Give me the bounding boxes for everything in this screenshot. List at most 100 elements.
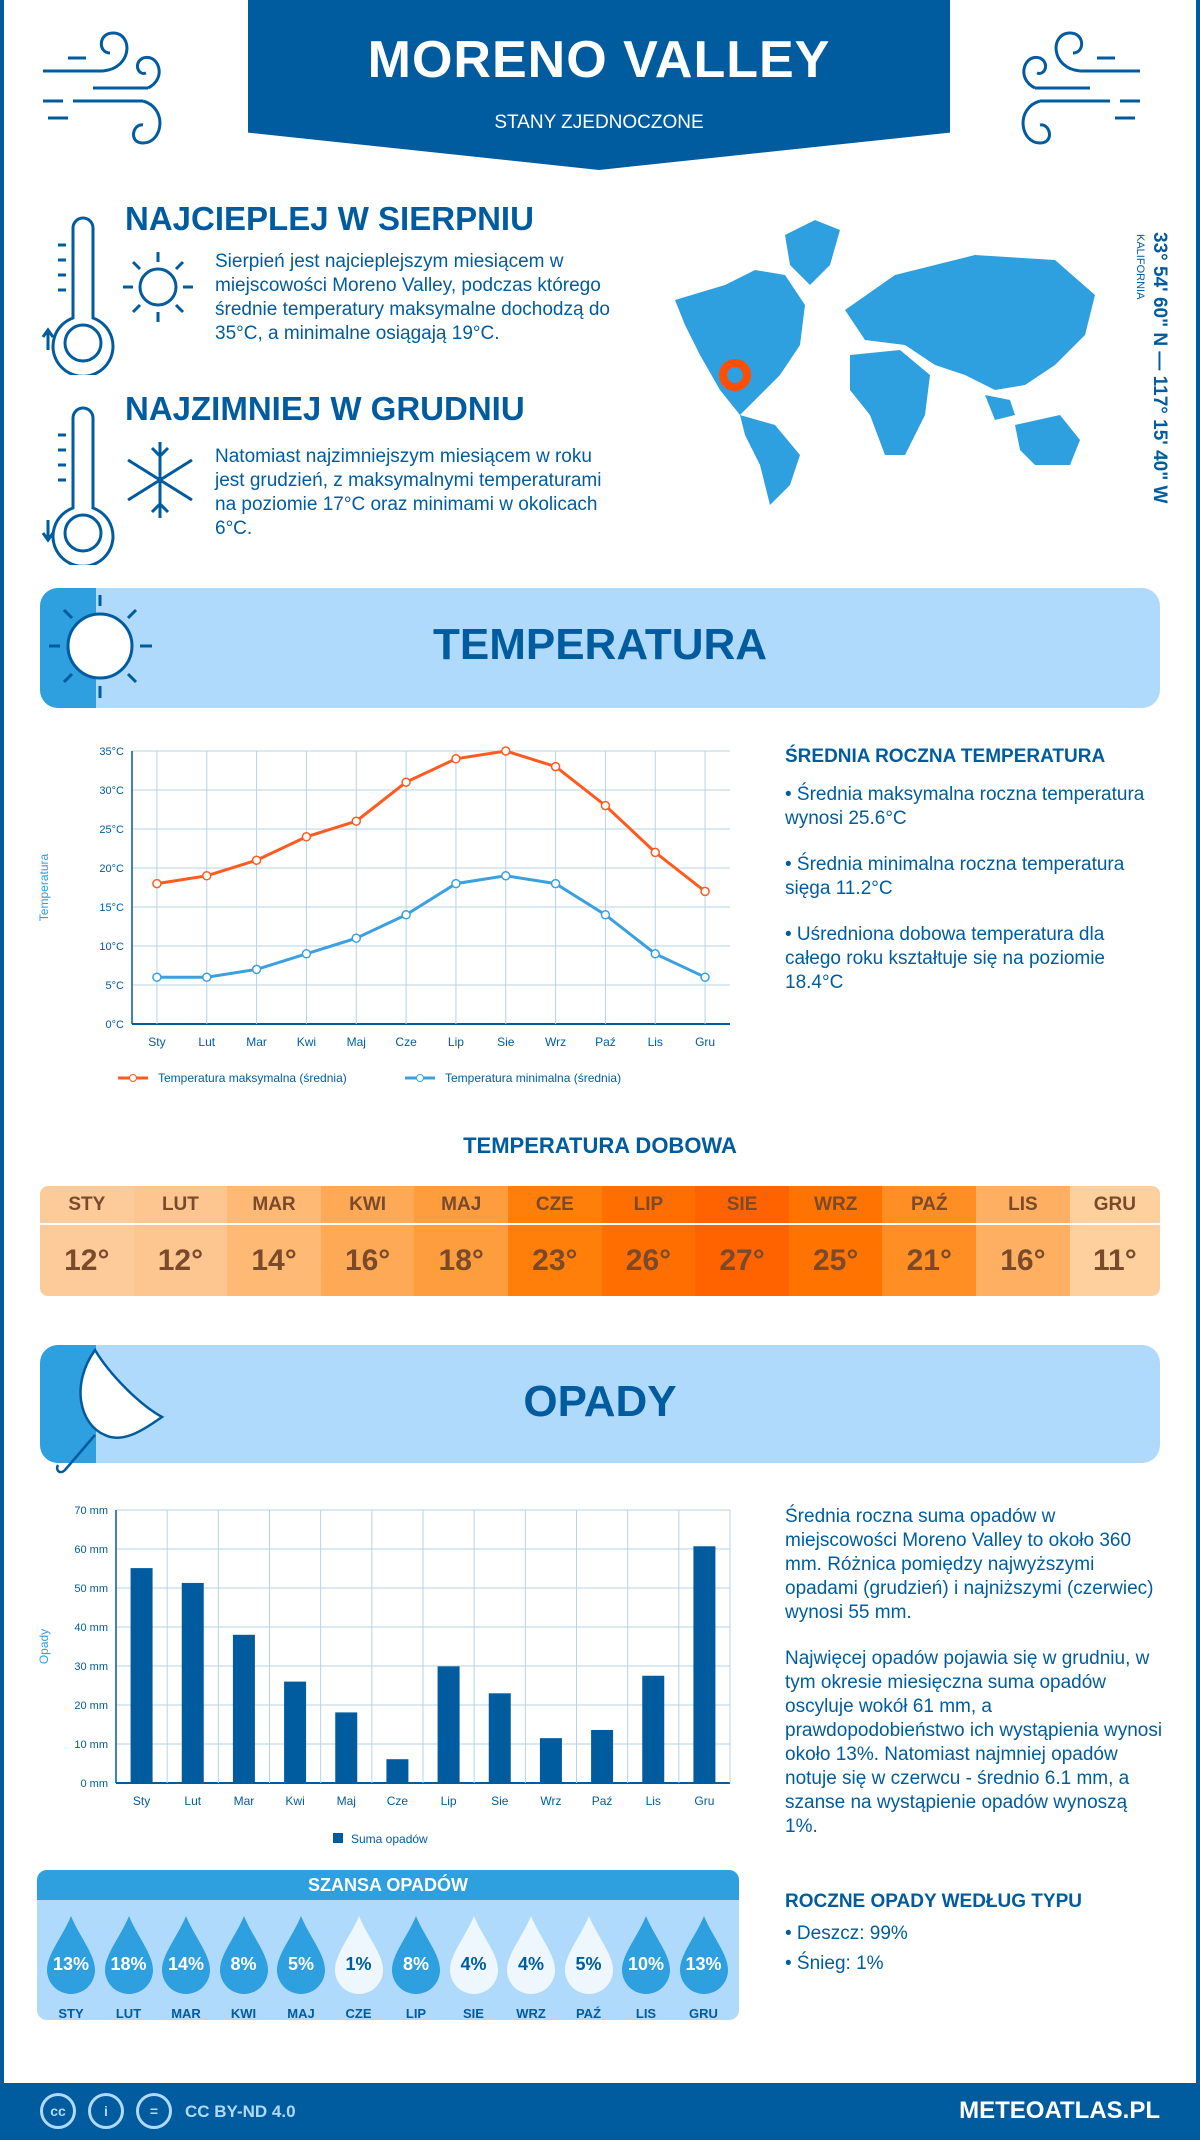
precip-chance-month: LUT xyxy=(115,2006,142,2020)
temperature-section-title: TEMPERATURA xyxy=(432,620,768,669)
precip-chance-month: KWI xyxy=(230,2006,257,2020)
raindrop-icon xyxy=(392,1916,440,1994)
x-tick-label: Sie xyxy=(497,1035,515,1049)
precip-chance-item: 13% STY xyxy=(45,1914,97,2020)
precip-type-title: ROCZNE OPADY WEDŁUG TYPU xyxy=(785,1891,1082,1912)
legend-label: Temperatura maksymalna (średnia) xyxy=(158,1071,347,1085)
warmest-title: NAJCIEPLEJ W SIERPNIU xyxy=(125,200,534,237)
precip-chance-value: 18% xyxy=(110,1954,147,1974)
data-point xyxy=(451,878,461,889)
precip-type-rain: • Deszcz: 99% xyxy=(785,1923,908,1944)
daily-temperature-title: TEMPERATURA DOBOWA xyxy=(463,1133,737,1158)
daily-temp-value: 27° xyxy=(695,1224,789,1296)
x-tick-label: Sty xyxy=(148,1035,165,1049)
legend-marker xyxy=(129,1074,137,1082)
precip-chance-month: GRU xyxy=(689,2006,718,2020)
data-point xyxy=(550,761,561,772)
daily-temp-value: 14° xyxy=(227,1224,321,1296)
raindrop-icon xyxy=(104,1916,153,1994)
precipitation-chart: 0 mm 10 mm 20 mm 30 mm 40 mm 50 mm 60 mm 70 mm S… xyxy=(37,1505,731,1846)
daily-temp-value: 25° xyxy=(788,1224,883,1296)
x-tick-label: Lis xyxy=(648,1035,663,1049)
city-title: MORENO VALLEY xyxy=(367,31,831,89)
raindrop-icon xyxy=(334,1916,383,1994)
precip-chance-month: LIP xyxy=(405,2006,427,2020)
precip-bar xyxy=(591,1729,614,1783)
x-tick-label: Cze xyxy=(395,1035,417,1049)
wind-icon xyxy=(1021,31,1140,145)
daily-temp-value: 16° xyxy=(320,1224,415,1296)
site-link[interactable]: METEOATLAS.PL xyxy=(959,2097,1160,2124)
temperature-section-header: TEMPERATURA xyxy=(40,588,1160,708)
y-tick-label: 5°C xyxy=(106,980,125,992)
x-tick-label: Mar xyxy=(234,1794,255,1808)
precip-bar xyxy=(181,1582,204,1783)
x-tick-label: Gru xyxy=(694,1794,714,1808)
raindrop-icon xyxy=(622,1916,670,1994)
daily-month: LIS xyxy=(976,1186,1070,1225)
precip-bar xyxy=(693,1546,716,1783)
data-point xyxy=(301,949,312,959)
daily-month: MAJ xyxy=(414,1186,509,1225)
raindrop-icon xyxy=(449,1916,498,1994)
data-point xyxy=(650,949,660,959)
precip-chance-month: MAJ xyxy=(287,2006,315,2020)
data-point xyxy=(501,871,511,881)
precip-bar xyxy=(539,1738,562,1783)
sun-icon xyxy=(123,252,193,322)
precip-chance-item: 1% CZE xyxy=(333,1914,385,2020)
y-tick-label: 20 mm xyxy=(74,1700,108,1712)
precip-bar xyxy=(437,1666,460,1783)
x-tick-label: Lut xyxy=(184,1794,201,1808)
by-icon: i xyxy=(88,2093,124,2129)
series-line xyxy=(156,749,707,893)
x-tick-label: Maj xyxy=(347,1035,366,1049)
legend-swatch xyxy=(333,1833,343,1843)
y-axis-label: Temperatura xyxy=(37,853,51,921)
precip-chance-month: CZE xyxy=(345,2006,372,2020)
x-tick-label: Wrz xyxy=(540,1794,561,1808)
coldest-title: NAJZIMNIEJ W GRUDNIU xyxy=(125,390,525,427)
y-tick-label: 50 mm xyxy=(74,1583,108,1595)
data-point xyxy=(501,746,511,756)
warmest-text: Sierpień jest najcieplejszym miesiącem w… xyxy=(215,251,610,344)
precip-chance-month: STY xyxy=(58,2006,84,2020)
precip-chance-item: 4% WRZ xyxy=(505,1914,557,2020)
y-tick-label: 30 mm xyxy=(74,1661,108,1673)
x-tick-label: Paź xyxy=(595,1035,616,1049)
raindrop-icon xyxy=(162,1916,210,1994)
raindrop-icon xyxy=(219,1916,268,1994)
raindrop-icon xyxy=(47,1916,95,1994)
precip-bar xyxy=(284,1681,307,1783)
annual-temp-title: ŚREDNIA ROCZNA TEMPERATURA xyxy=(785,746,1106,767)
world-map xyxy=(675,220,1095,505)
daily-month: GRU xyxy=(1069,1186,1160,1225)
precip-bar xyxy=(642,1675,665,1783)
daily-month: LIP xyxy=(601,1186,696,1225)
daily-month: KWI xyxy=(320,1186,415,1225)
precip-chance-item: 5% MAJ xyxy=(275,1914,327,2020)
x-tick-label: Wrz xyxy=(545,1035,566,1049)
precip-chance-value: 5% xyxy=(575,1954,602,1974)
y-tick-label: 20°C xyxy=(99,863,124,875)
data-point xyxy=(251,855,262,865)
y-tick-label: 0 mm xyxy=(81,1778,109,1790)
y-tick-label: 40 mm xyxy=(74,1622,108,1634)
y-tick-label: 10 mm xyxy=(74,1739,108,1751)
region-label: KALIFORNIA xyxy=(1134,234,1146,300)
data-point xyxy=(251,964,262,975)
x-tick-label: Lis xyxy=(646,1794,661,1808)
data-point xyxy=(600,800,611,811)
header-banner: MORENO VALLEY STANY ZJEDNOCZONE xyxy=(248,0,950,170)
precip-chance-value: 5% xyxy=(287,1954,314,1974)
wind-icon xyxy=(43,31,162,145)
precip-chance-month: LIS xyxy=(635,2006,657,2020)
x-tick-label: Lut xyxy=(198,1035,215,1049)
coordinates: 33° 54' 60" N — 117° 15' 40" W xyxy=(1149,232,1170,504)
precip-chance-value: 4% xyxy=(460,1954,487,1974)
x-tick-label: Sty xyxy=(133,1794,150,1808)
precip-chance-item: 13% GRU xyxy=(678,1914,730,2020)
daily-month: STY xyxy=(40,1186,134,1225)
daily-temp-value: 12° xyxy=(40,1224,134,1296)
y-tick-label: 10°C xyxy=(99,941,124,953)
